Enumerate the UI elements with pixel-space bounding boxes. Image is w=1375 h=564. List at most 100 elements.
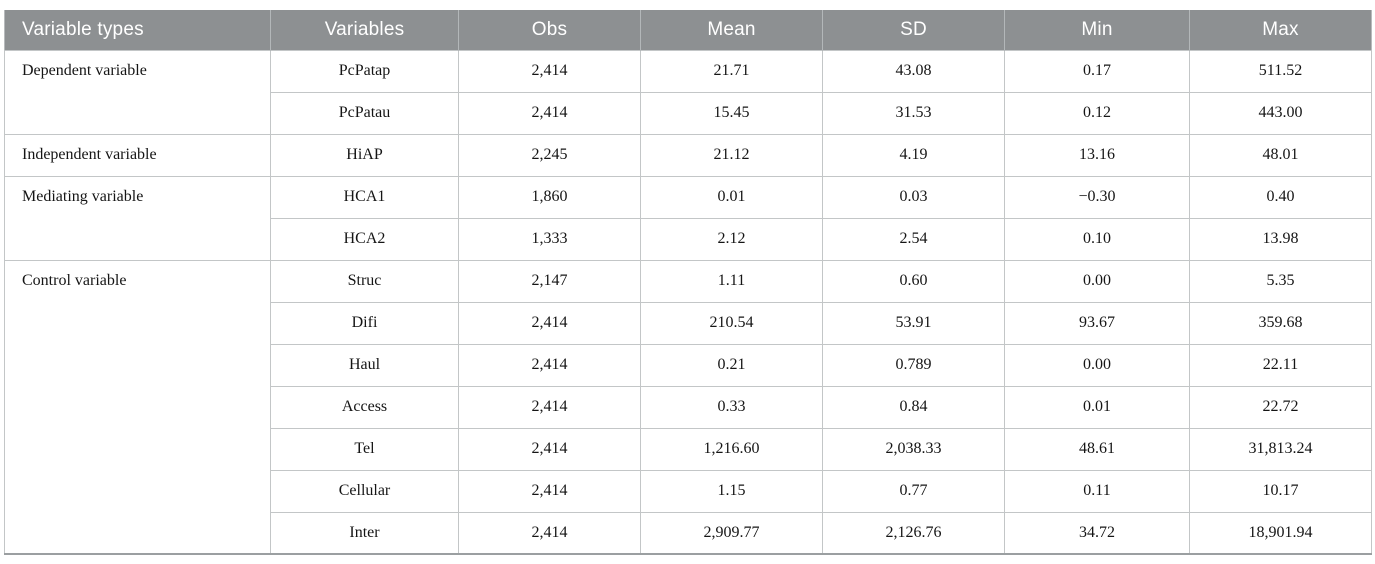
mean-cell: 0.21 (640, 343, 823, 387)
mean-cell: 1.11 (640, 259, 823, 303)
mean-cell: 15.45 (640, 91, 823, 135)
obs-cell: 2,414 (458, 469, 641, 513)
sd-cell: 4.19 (822, 133, 1005, 177)
min-cell: 13.16 (1004, 133, 1190, 177)
header-row: Variable types Variables Obs Mean SD Min… (4, 10, 1372, 50)
table-row: Access 2,414 0.33 0.84 0.01 22.72 (5, 385, 1372, 429)
mean-cell: 0.01 (640, 175, 823, 219)
min-cell: −0.30 (1004, 175, 1190, 219)
max-cell: 31,813.24 (1189, 427, 1372, 471)
mean-cell: 2,909.77 (640, 511, 823, 555)
max-cell: 48.01 (1189, 133, 1372, 177)
column-header-obs: Obs (458, 10, 641, 50)
mean-cell: 21.12 (640, 133, 823, 177)
mean-cell: 2.12 (640, 217, 823, 261)
max-cell: 18,901.94 (1189, 511, 1372, 555)
mean-cell: 21.71 (640, 49, 823, 93)
table-row: Difi 2,414 210.54 53.91 93.67 359.68 (5, 301, 1372, 345)
column-header-variable-types: Variable types (4, 10, 271, 50)
variable-name-cell: Tel (270, 427, 459, 471)
max-cell: 22.72 (1189, 385, 1372, 429)
descriptive-statistics-table: Variable types Variables Obs Mean SD Min… (4, 10, 1372, 555)
table-row: Mediating variable HCA1 1,860 0.01 0.03 … (4, 175, 1372, 261)
obs-cell: 2,414 (458, 49, 641, 93)
sd-cell: 2.54 (822, 217, 1005, 261)
group-label-mediating-variable: Mediating variable (4, 175, 271, 261)
mean-cell: 1,216.60 (640, 427, 823, 471)
table-row: HCA2 1,333 2.12 2.54 0.10 13.98 (5, 217, 1372, 261)
variable-name-cell: Cellular (270, 469, 459, 513)
column-header-variables: Variables (270, 10, 459, 50)
group-label-independent-variable: Independent variable (4, 133, 271, 177)
sd-cell: 0.789 (822, 343, 1005, 387)
descriptive-statistics-table-container: Variable types Variables Obs Mean SD Min… (4, 10, 1372, 555)
max-cell: 13.98 (1189, 217, 1372, 261)
min-cell: 0.00 (1004, 343, 1190, 387)
obs-cell: 1,860 (458, 175, 641, 219)
variable-name-cell: PcPatap (270, 49, 459, 93)
variable-name-cell: Inter (270, 511, 459, 555)
sd-cell: 43.08 (822, 49, 1005, 93)
sd-cell: 0.77 (822, 469, 1005, 513)
table-row: Inter 2,414 2,909.77 2,126.76 34.72 18,9… (5, 511, 1372, 555)
obs-cell: 2,414 (458, 91, 641, 135)
obs-cell: 2,414 (458, 301, 641, 345)
sd-cell: 0.60 (822, 259, 1005, 303)
min-cell: 93.67 (1004, 301, 1190, 345)
max-cell: 359.68 (1189, 301, 1372, 345)
sd-cell: 0.84 (822, 385, 1005, 429)
column-header-mean: Mean (640, 10, 823, 50)
variable-name-cell: HCA1 (270, 175, 459, 219)
obs-cell: 2,245 (458, 133, 641, 177)
sd-cell: 2,126.76 (822, 511, 1005, 555)
obs-cell: 2,414 (458, 343, 641, 387)
min-cell: 48.61 (1004, 427, 1190, 471)
max-cell: 5.35 (1189, 259, 1372, 303)
table-row: Tel 2,414 1,216.60 2,038.33 48.61 31,813… (5, 427, 1372, 471)
sd-cell: 0.03 (822, 175, 1005, 219)
obs-cell: 2,414 (458, 511, 641, 555)
sd-cell: 31.53 (822, 91, 1005, 135)
obs-cell: 1,333 (458, 217, 641, 261)
min-cell: 0.00 (1004, 259, 1190, 303)
min-cell: 0.10 (1004, 217, 1190, 261)
group-label-control-variable: Control variable (4, 259, 271, 555)
min-cell: 0.11 (1004, 469, 1190, 513)
table-row: Cellular 2,414 1.15 0.77 0.11 10.17 (5, 469, 1372, 513)
group-label-dependent-variable: Dependent variable (4, 49, 271, 135)
column-header-max: Max (1189, 10, 1372, 50)
mean-cell: 1.15 (640, 469, 823, 513)
variable-name-cell: HiAP (270, 133, 459, 177)
min-cell: 0.12 (1004, 91, 1190, 135)
max-cell: 443.00 (1189, 91, 1372, 135)
sd-cell: 2,038.33 (822, 427, 1005, 471)
variable-name-cell: Access (270, 385, 459, 429)
table-header: Variable types Variables Obs Mean SD Min… (4, 10, 1372, 50)
max-cell: 0.40 (1189, 175, 1372, 219)
max-cell: 511.52 (1189, 49, 1372, 93)
max-cell: 10.17 (1189, 469, 1372, 513)
obs-cell: 2,414 (458, 427, 641, 471)
table-row: Haul 2,414 0.21 0.789 0.00 22.11 (5, 343, 1372, 387)
variable-name-cell: HCA2 (270, 217, 459, 261)
max-cell: 22.11 (1189, 343, 1372, 387)
min-cell: 0.01 (1004, 385, 1190, 429)
variable-name-cell: PcPatau (270, 91, 459, 135)
sd-cell: 53.91 (822, 301, 1005, 345)
variable-name-cell: Haul (270, 343, 459, 387)
min-cell: 0.17 (1004, 49, 1190, 93)
table-row: PcPatau 2,414 15.45 31.53 0.12 443.00 (5, 91, 1372, 135)
variable-name-cell: Difi (270, 301, 459, 345)
variable-name-cell: Struc (270, 259, 459, 303)
mean-cell: 210.54 (640, 301, 823, 345)
table-row: Control variable Struc 2,147 1.11 0.60 0… (4, 259, 1372, 555)
table-row: Independent variable HiAP 2,245 21.12 4.… (4, 133, 1372, 177)
column-header-min: Min (1004, 10, 1190, 50)
obs-cell: 2,414 (458, 385, 641, 429)
table-row: Dependent variable PcPatap 2,414 21.71 4… (4, 49, 1372, 135)
obs-cell: 2,147 (458, 259, 641, 303)
mean-cell: 0.33 (640, 385, 823, 429)
table-body: Dependent variable PcPatap 2,414 21.71 4… (4, 49, 1372, 555)
min-cell: 34.72 (1004, 511, 1190, 555)
column-header-sd: SD (822, 10, 1005, 50)
